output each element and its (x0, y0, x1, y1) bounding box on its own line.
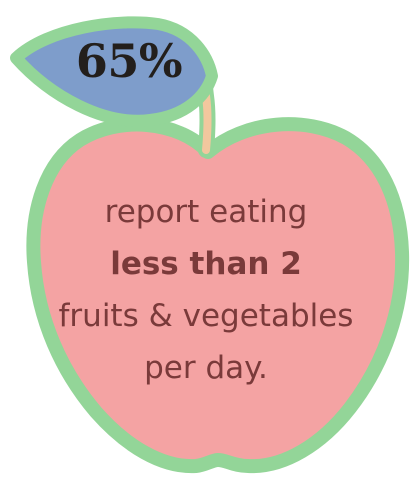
caption-line-3: fruits & vegetables (58, 298, 354, 334)
leaf-icon (10, 16, 218, 127)
caption-line-1: report eating (104, 194, 308, 230)
stat-value: 65% (75, 34, 183, 88)
caption-line-4: per day. (144, 350, 268, 386)
caption: report eating less than 2 fruits & veget… (40, 186, 372, 394)
apple-body (26, 117, 410, 474)
caption-line-2: less than 2 (110, 246, 302, 282)
